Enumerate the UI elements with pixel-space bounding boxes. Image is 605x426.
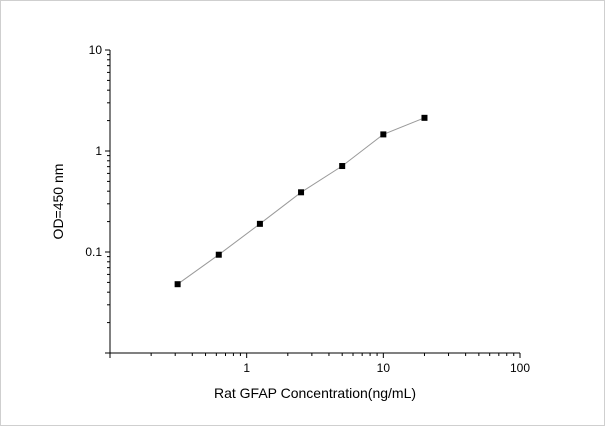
- y-tick-label: 1: [95, 144, 102, 158]
- x-tick-label: 1: [243, 361, 250, 375]
- data-point: [215, 251, 222, 258]
- series-layer: [174, 114, 428, 288]
- x-axis-label: Rat GFAP Concentration(ng/mL): [214, 385, 416, 401]
- data-point: [380, 131, 387, 138]
- axes: [109, 50, 520, 354]
- series-line: [177, 117, 425, 285]
- x-tick-label: 100: [510, 361, 530, 375]
- y-axis-label: OD=450 nm: [50, 164, 66, 240]
- data-point: [256, 220, 263, 227]
- data-point: [298, 189, 305, 196]
- data-point: [174, 281, 181, 288]
- x-tick-label: 10: [377, 361, 391, 375]
- data-point: [421, 114, 428, 121]
- data-point: [339, 163, 346, 170]
- ticks: 1 10 100 0.1 1 10: [85, 43, 530, 375]
- y-tick-label: 10: [89, 43, 103, 57]
- y-tick-label: 0.1: [85, 245, 102, 259]
